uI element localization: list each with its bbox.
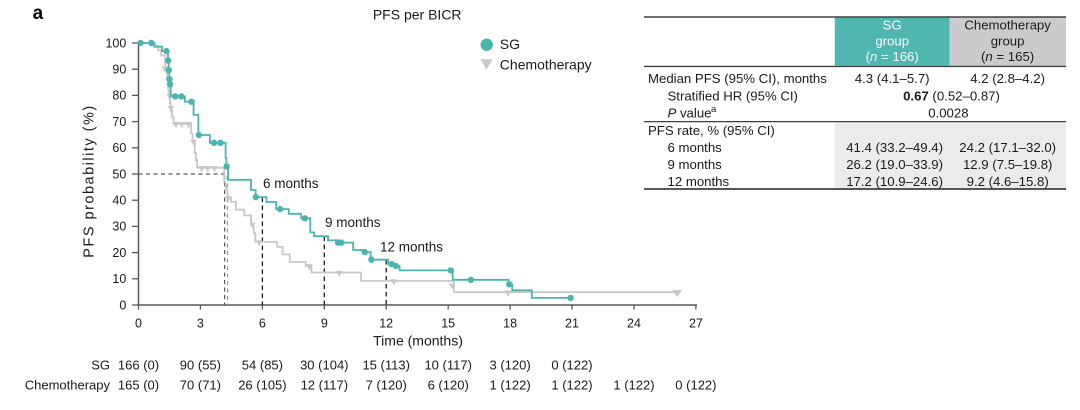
svg-text:group: group — [875, 33, 909, 48]
svg-text:0 (122): 0 (122) — [551, 358, 592, 373]
svg-text:Median PFS (95% CI), months: Median PFS (95% CI), months — [648, 71, 827, 86]
svg-text:6: 6 — [259, 317, 266, 331]
svg-text:26.2 (19.0–33.9): 26.2 (19.0–33.9) — [846, 157, 943, 172]
svg-text:100: 100 — [105, 36, 126, 50]
svg-text:30 (104): 30 (104) — [300, 358, 348, 373]
svg-text:90: 90 — [112, 63, 126, 77]
svg-text:40: 40 — [112, 194, 126, 208]
svg-text:1 (122): 1 (122) — [613, 378, 654, 393]
svg-text:70 (71): 70 (71) — [180, 378, 221, 393]
svg-text:27: 27 — [689, 317, 703, 331]
svg-text:PFS probability (%): PFS probability (%) — [82, 104, 98, 257]
svg-text:PFS per BICR: PFS per BICR — [373, 7, 462, 23]
svg-text:18: 18 — [503, 317, 517, 331]
svg-text:12 months: 12 months — [380, 240, 443, 255]
svg-text:3 (120): 3 (120) — [489, 358, 530, 373]
svg-text:9.2 (4.6–15.8): 9.2 (4.6–15.8) — [967, 174, 1049, 189]
svg-text:0.67 (0.52–0.87): 0.67 (0.52–0.87) — [903, 89, 1000, 104]
svg-text:Stratified HR (95% CI): Stratified HR (95% CI) — [668, 89, 798, 104]
svg-text:9 months: 9 months — [668, 157, 723, 172]
svg-text:50: 50 — [112, 167, 126, 181]
svg-text:Time (months): Time (months) — [373, 333, 463, 349]
svg-text:0.0028: 0.0028 — [928, 106, 968, 121]
svg-text:6 months: 6 months — [668, 140, 723, 155]
svg-text:0: 0 — [119, 298, 126, 312]
svg-text:30: 30 — [112, 220, 126, 234]
svg-text:SG: SG — [500, 36, 520, 52]
svg-text:Chemotherapy: Chemotherapy — [25, 378, 111, 393]
svg-text:41.4 (33.2–49.4): 41.4 (33.2–49.4) — [846, 140, 943, 155]
svg-text:15 (113): 15 (113) — [362, 358, 409, 373]
svg-text:12 (117): 12 (117) — [301, 378, 348, 393]
svg-text:0 (122): 0 (122) — [675, 378, 716, 393]
svg-text:26 (105): 26 (105) — [238, 378, 286, 393]
svg-text:1 (122): 1 (122) — [489, 378, 530, 393]
svg-text:P value: P value — [668, 106, 712, 121]
svg-text:166 (0): 166 (0) — [118, 358, 159, 373]
svg-text:(n = 166): (n = 166) — [866, 49, 919, 64]
svg-text:7 (120): 7 (120) — [366, 378, 407, 393]
svg-text:17.2 (10.9–24.6): 17.2 (10.9–24.6) — [846, 174, 943, 189]
svg-text:4.3 (4.1–5.7): 4.3 (4.1–5.7) — [855, 71, 930, 86]
svg-text:12.9 (7.5–19.8): 12.9 (7.5–19.8) — [963, 157, 1052, 172]
svg-text:12: 12 — [379, 317, 393, 331]
svg-text:9: 9 — [321, 317, 328, 331]
svg-text:9 months: 9 months — [325, 215, 381, 230]
svg-text:6 (120): 6 (120) — [428, 378, 469, 393]
svg-text:1 (122): 1 (122) — [551, 378, 592, 393]
svg-text:Chemotherapy: Chemotherapy — [500, 56, 592, 72]
svg-text:SG: SG — [883, 18, 902, 33]
svg-text:60: 60 — [112, 141, 126, 155]
svg-text:group: group — [991, 33, 1025, 48]
svg-text:(n = 165): (n = 165) — [981, 49, 1034, 64]
svg-text:80: 80 — [112, 89, 126, 103]
svg-text:10: 10 — [112, 272, 126, 286]
svg-text:20: 20 — [112, 246, 126, 260]
svg-text:12 months: 12 months — [668, 174, 730, 189]
svg-text:24: 24 — [627, 317, 641, 331]
svg-text:3: 3 — [197, 317, 204, 331]
svg-text:PFS rate, % (95% CI): PFS rate, % (95% CI) — [648, 123, 775, 138]
svg-text:165 (0): 165 (0) — [118, 378, 159, 393]
svg-text:SG: SG — [91, 358, 110, 373]
svg-text:15: 15 — [441, 317, 455, 331]
svg-text:a: a — [33, 3, 44, 24]
svg-text:6 months: 6 months — [263, 176, 319, 191]
svg-text:90 (55): 90 (55) — [180, 358, 221, 373]
svg-text:10 (117): 10 (117) — [424, 358, 471, 373]
svg-text:a: a — [711, 104, 717, 115]
svg-text:21: 21 — [565, 317, 579, 331]
svg-text:70: 70 — [112, 115, 126, 129]
svg-text:24.2 (17.1–32.0): 24.2 (17.1–32.0) — [959, 140, 1056, 155]
svg-text:4.2 (2.8–4.2): 4.2 (2.8–4.2) — [970, 71, 1045, 86]
svg-text:54 (85): 54 (85) — [242, 358, 283, 373]
svg-text:0: 0 — [135, 317, 142, 331]
svg-text:Chemotherapy: Chemotherapy — [964, 18, 1051, 33]
